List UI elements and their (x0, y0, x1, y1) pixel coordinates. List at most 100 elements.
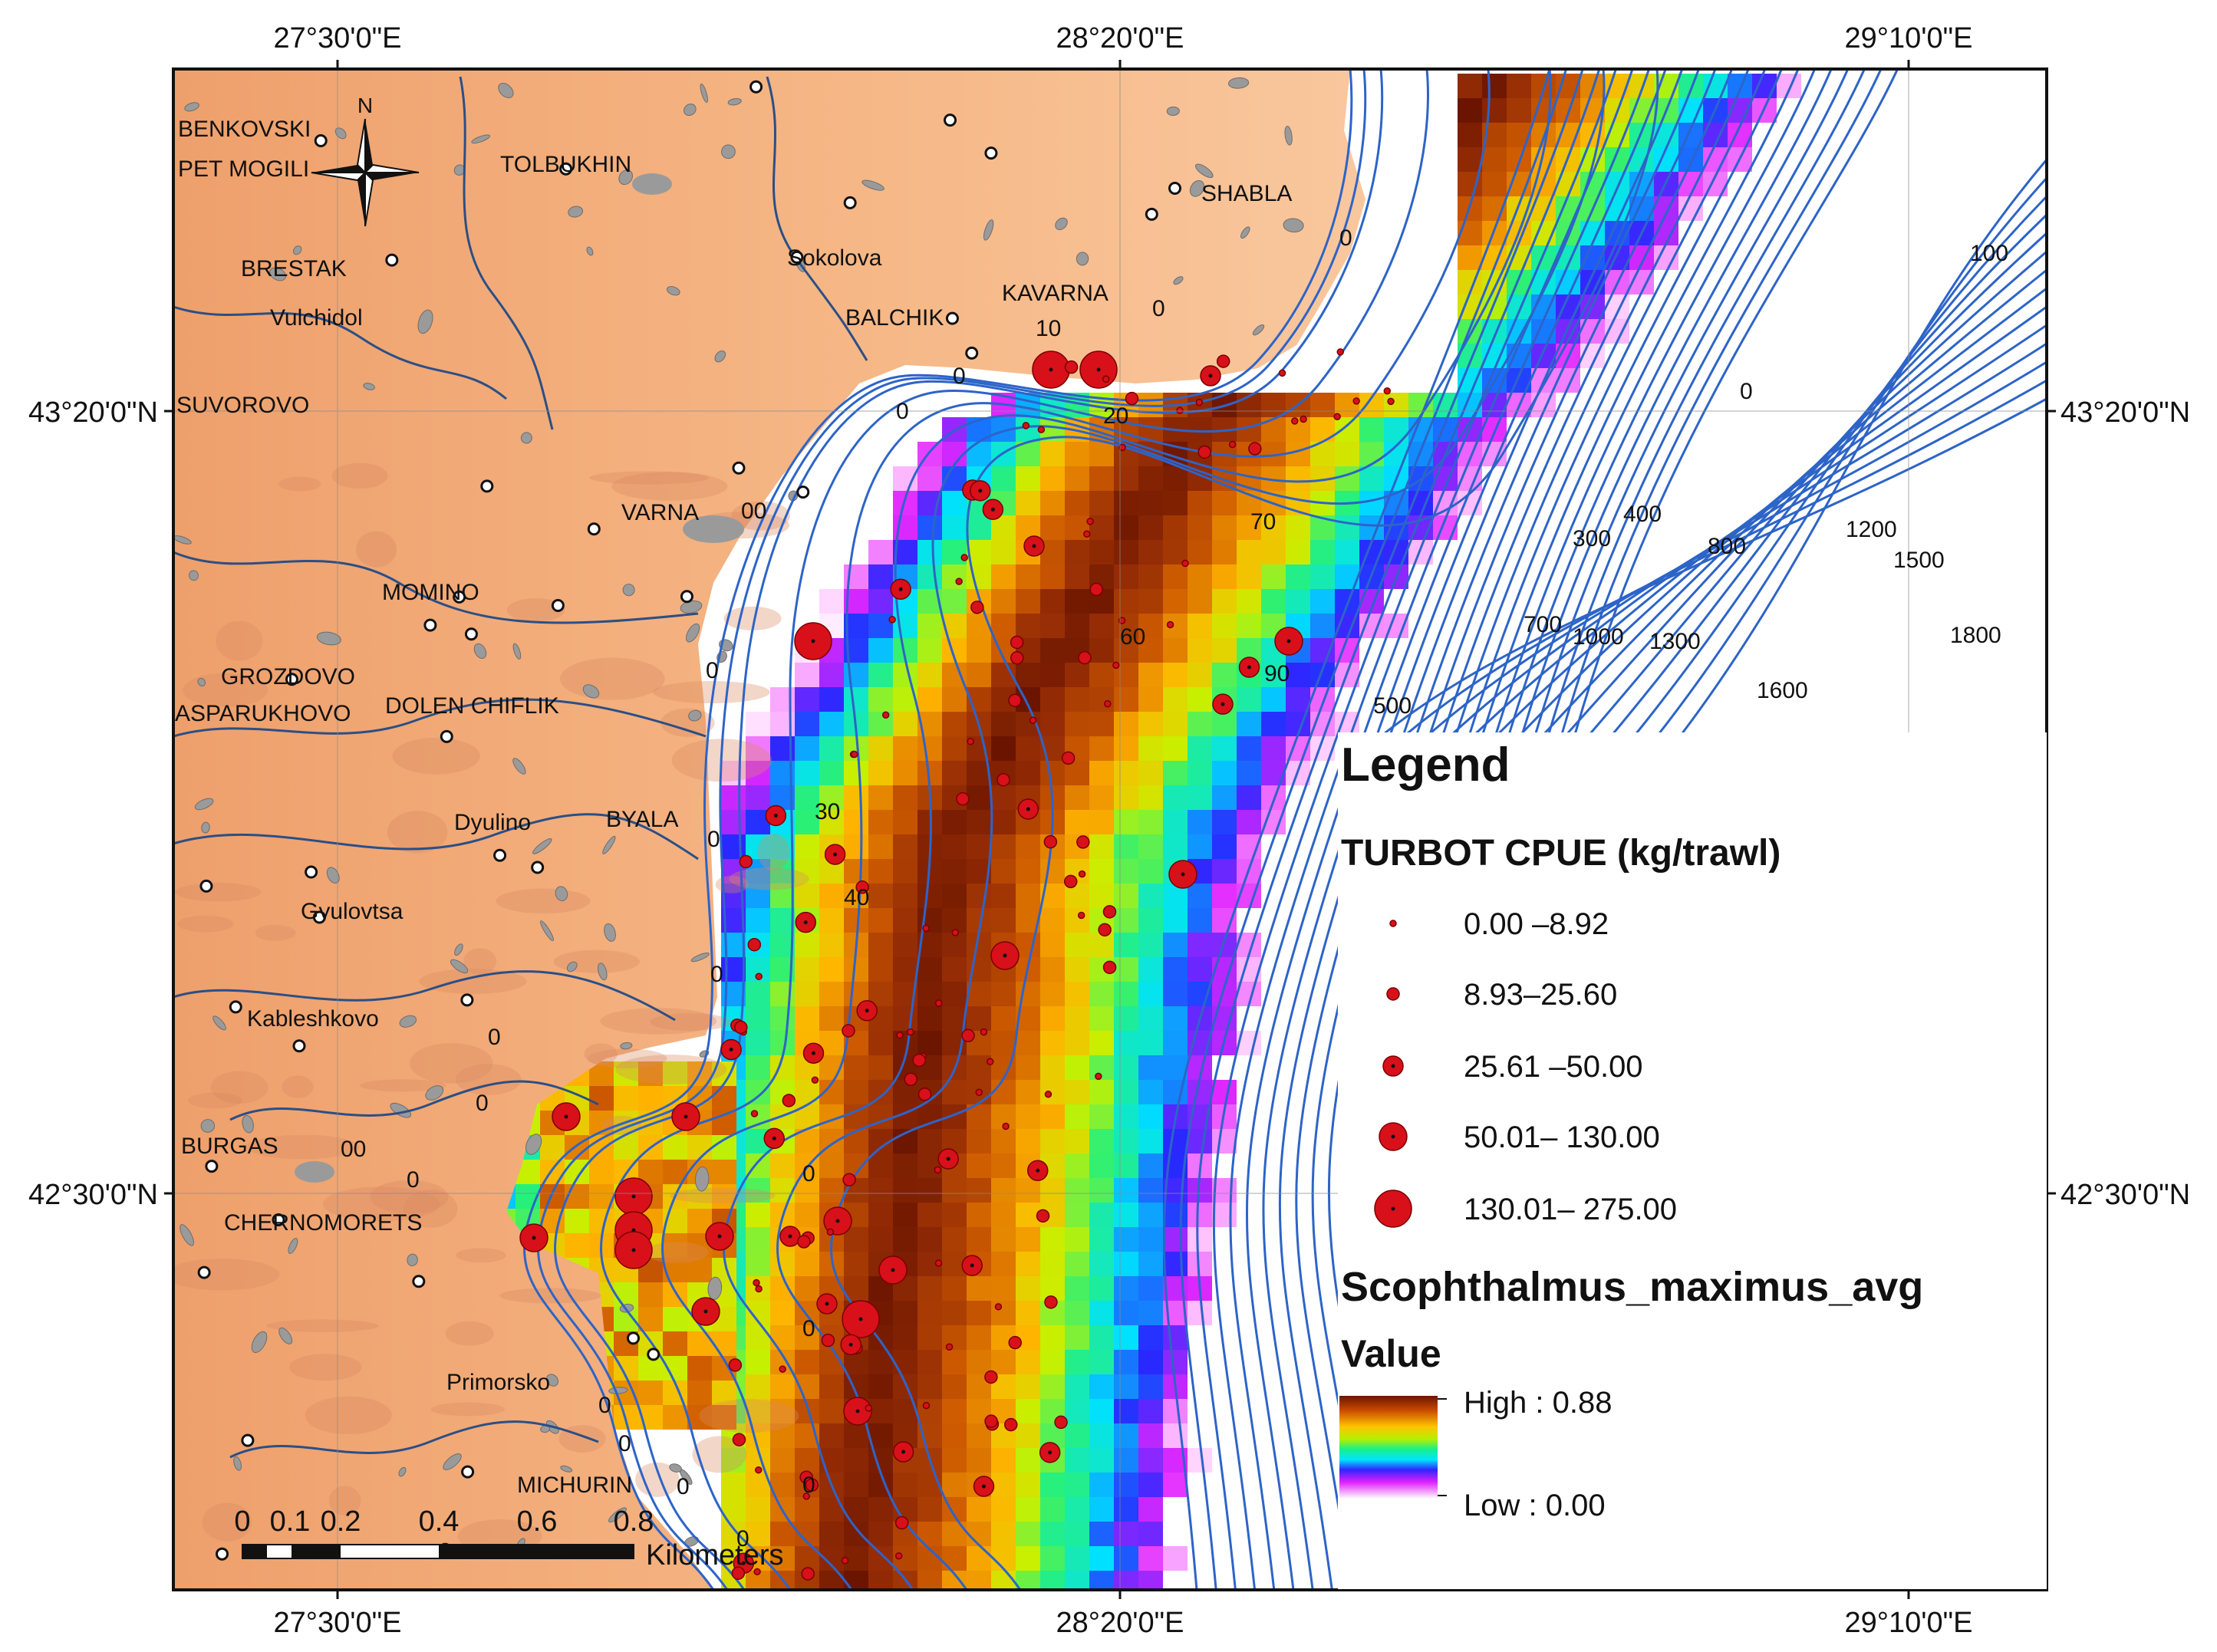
contour-label: 70 (1250, 509, 1276, 535)
contour-label: 0 (677, 1474, 690, 1499)
place-label: Sokolova (787, 245, 882, 271)
contour-label: 90 (1264, 661, 1290, 686)
value-title: Value (1341, 1332, 1441, 1375)
cpue-title: TURBOT CPUE (kg/trawl) (1341, 833, 1781, 874)
scale-tick-label: 0.8 (614, 1506, 654, 1538)
cpue-symbol (1382, 1055, 1404, 1077)
legend-title: Legend (1341, 739, 1510, 791)
ramp-low-label: Low : 0.00 (1464, 1489, 1606, 1522)
place-label: PET MOGILI (178, 156, 309, 182)
contour-label: 0 (598, 1393, 611, 1418)
graticule-ticks (164, 60, 2056, 1599)
cpue-symbol (1374, 1190, 1412, 1228)
land-area (173, 69, 1365, 1590)
contour-label: 1000 (1573, 624, 1624, 650)
place-labels: BENKOVSKI PET MOGILI TOLBUKHIN SHABLA BR… (175, 117, 1292, 1498)
cpue-symbol (1389, 920, 1397, 927)
contour-label: 40 (844, 885, 869, 910)
cpue-class-label: 130.01– 275.00 (1464, 1193, 1677, 1226)
contour-label: 30 (815, 799, 840, 824)
contour-label: 0 (896, 399, 909, 424)
cpue-symbols (1374, 920, 1412, 1228)
contour-label: 0 (407, 1167, 420, 1193)
place-label: BALCHIK (845, 305, 944, 331)
cpue-symbol (1386, 987, 1400, 1001)
contour-label: 20 (1103, 403, 1128, 429)
contour-label: 0 (710, 962, 723, 987)
settlement-markers (197, 80, 1182, 1561)
contour-label: 100 (1970, 241, 2008, 266)
contour-label: 1600 (1757, 678, 1808, 703)
left-latitude-label: 42°30'0"N (28, 1179, 158, 1211)
legend: Legend TURBOT CPUE (kg/trawl) 0.00 –8.92… (1338, 732, 2047, 1589)
contour-label: 700 (1524, 612, 1562, 637)
contour-label: 10 (1036, 316, 1061, 341)
bottom-longitude-label: 29°10'0"E (1845, 1607, 1973, 1639)
place-label: VARNA (621, 500, 699, 525)
north-arrow-icon: N (311, 94, 420, 227)
scale-tick-label: 0 (234, 1506, 250, 1538)
top-longitude-label: 29°10'0"E (1845, 22, 1973, 54)
place-label: SHABLA (1201, 181, 1292, 206)
scale-tick-label: 0.2 (321, 1506, 361, 1538)
cpue-class-label: 50.01– 130.00 (1464, 1121, 1660, 1154)
contour-label: 00 (741, 499, 766, 524)
top-longitude-label: 28°20'0"E (1056, 22, 1184, 54)
contour-label: 0 (736, 1526, 749, 1552)
contour-label: 0 (802, 1473, 815, 1498)
contour-label: 00 (341, 1137, 366, 1162)
contour-labels: 0 10 0 20 0 00 0 70 60 90 30 40 0 0 0 0 … (341, 225, 2008, 1552)
place-label: BRESTAK (241, 256, 347, 281)
place-label: Dyulino (454, 810, 531, 835)
contour-label: 0 (1152, 296, 1165, 321)
right-latitude-label: 43°20'0"N (2061, 397, 2190, 429)
contour-label: 0 (706, 658, 719, 683)
place-label: GROZDOVO (221, 664, 355, 689)
scale-units: Kilometers (646, 1539, 784, 1571)
lakes-layer (173, 77, 1304, 1551)
raster-title: Scophthalmus_maximus_avg (1341, 1264, 1923, 1310)
contour-label: 0 (1339, 225, 1352, 251)
place-label: Primorsko (446, 1370, 550, 1395)
place-label: BENKOVSKI (178, 117, 311, 142)
color-ramp (1339, 1396, 1438, 1499)
ramp-high-label: High : 0.88 (1464, 1386, 1612, 1420)
cpue-symbol (1379, 1122, 1408, 1151)
bottom-longitude-label: 28°20'0"E (1056, 1607, 1184, 1639)
contour-label: 0 (802, 1316, 815, 1341)
place-label: TOLBUKHIN (500, 152, 631, 177)
place-label: ASPARUKHOVO (175, 701, 351, 726)
contour-label: 0 (707, 827, 720, 852)
place-label: BURGAS (181, 1134, 278, 1159)
top-longitude-label: 27°30'0"E (274, 22, 402, 54)
contour-label: 400 (1623, 502, 1662, 527)
cpue-class-label: 0.00 –8.92 (1464, 907, 1609, 941)
contour-label: 0 (1740, 379, 1753, 404)
scale-bar: 0 0.1 0.2 0.4 0.6 0.8 Kilometers (234, 1506, 783, 1571)
north-arrow-label: N (357, 94, 373, 117)
right-latitude-label: 42°30'0"N (2061, 1179, 2190, 1211)
contour-label: 800 (1708, 534, 1746, 559)
scale-tick-label: 0.6 (517, 1506, 558, 1538)
place-label: Vulchidol (270, 305, 363, 331)
contour-label: 1300 (1649, 629, 1701, 654)
place-label: MOMINO (382, 580, 479, 605)
contour-label: 1500 (1893, 548, 1945, 573)
contour-label: 500 (1373, 693, 1412, 719)
place-label: SUVOROVO (176, 393, 309, 418)
scale-tick-label: 0.4 (419, 1506, 460, 1538)
place-label: CHERNOMORETS (224, 1210, 422, 1236)
cpue-class-label: 8.93–25.60 (1464, 978, 1617, 1012)
contour-label: 0 (488, 1025, 501, 1050)
contour-label: 60 (1120, 624, 1145, 650)
place-label: MICHURIN (517, 1473, 632, 1498)
contour-label: 0 (953, 364, 966, 389)
bottom-longitude-label: 27°30'0"E (274, 1607, 402, 1639)
contour-label: 300 (1573, 526, 1611, 551)
place-label: BYALA (606, 807, 679, 832)
place-label: KAVARNA (1002, 281, 1108, 306)
place-label: Kableshkovo (247, 1006, 379, 1032)
legend-box (1338, 732, 2047, 1589)
cpue-class-label: 25.61 –50.00 (1464, 1050, 1643, 1084)
